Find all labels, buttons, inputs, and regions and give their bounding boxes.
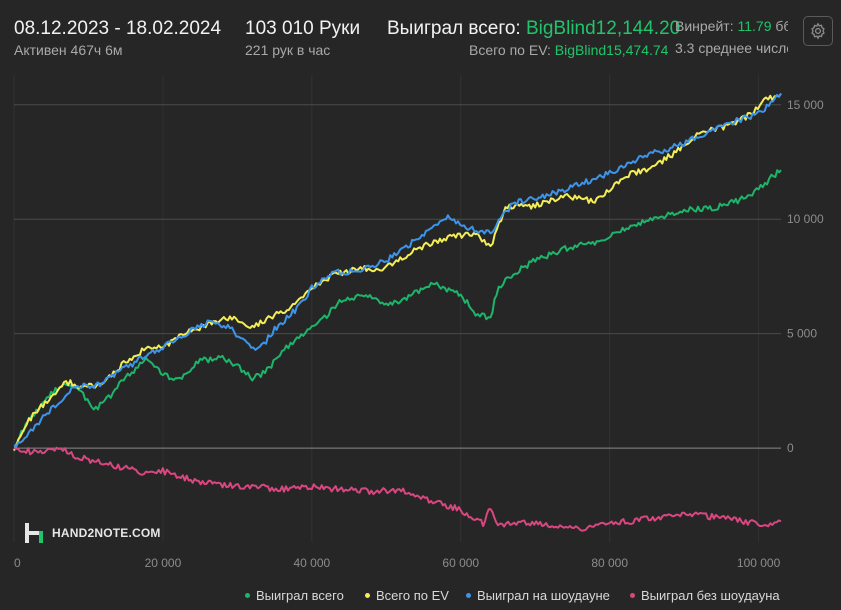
date-range: 08.12.2023 - 18.02.2024 xyxy=(14,18,222,39)
legend-label: Всего по EV xyxy=(376,588,449,603)
legend-label: Выиграл без шоудауна xyxy=(641,588,780,603)
series-line-2 xyxy=(13,92,782,448)
ev-total: Всего по EV: BigBlind15,474.74 xyxy=(469,42,668,58)
series-line-1 xyxy=(13,93,782,451)
legend-dot xyxy=(245,593,250,599)
winrate-label: Винрейт: xyxy=(675,18,734,34)
active-time: Активен 467ч 6м xyxy=(14,42,123,58)
x-tick-label: 100 000 xyxy=(737,556,781,570)
x-tick-label: 80 000 xyxy=(591,556,628,570)
x-tick-label: 20 000 xyxy=(145,556,182,570)
hands-per-hour: 221 рук в час xyxy=(245,42,331,58)
legend-dot xyxy=(466,593,471,599)
y-tick-label: 0 xyxy=(787,441,794,455)
h2n-logo-icon xyxy=(25,523,43,543)
won-total-value: BigBlind12,144.20 xyxy=(525,18,681,39)
legend-item-ev-total[interactable]: Всего по EV xyxy=(365,588,449,603)
y-tick-label: 15 000 xyxy=(787,98,824,112)
legend-item-showdown[interactable]: Выиграл на шоудауне xyxy=(466,588,610,603)
y-tick-label: 10 000 xyxy=(787,212,824,226)
hands-count: 103 010 Руки xyxy=(245,18,361,39)
won-total-label: Выиграл всего: xyxy=(387,18,521,39)
winrate-value: 11.79 xyxy=(737,18,772,34)
gear-icon xyxy=(811,22,825,40)
legend-item-won-total[interactable]: Выиграл всего xyxy=(245,588,344,603)
series-line-0 xyxy=(13,169,782,452)
winrate: Винрейт: 11.79 бб xyxy=(675,18,788,34)
won-total: Выиграл всего: BigBlind12,144.20 xyxy=(387,18,680,40)
ev-total-label: Всего по EV: xyxy=(469,42,551,58)
avg-stat: 3.3 среднее число xyxy=(675,40,788,56)
hand2note-logo: HAND2NOTE.COM xyxy=(24,522,161,544)
chart-legend: Выиграл всего Всего по EV Выиграл на шоу… xyxy=(0,588,841,604)
chart-ticks: 0 20 000 40 000 60 000 80 000 100 000 0 5 000 10… xyxy=(14,98,824,570)
winrate-unit: бб xyxy=(775,18,788,34)
x-tick-label: 0 xyxy=(14,556,21,570)
legend-label: Выиграл всего xyxy=(256,588,344,603)
legend-label: Выиграл на шоудауне xyxy=(477,588,610,603)
legend-dot xyxy=(630,593,635,599)
chart-series xyxy=(13,92,782,532)
ev-total-value: BigBlind15,474.74 xyxy=(554,42,669,58)
series-line-3 xyxy=(13,446,782,532)
chart-grid xyxy=(13,75,781,542)
logo-text: HAND2NOTE.COM xyxy=(52,526,161,540)
x-tick-label: 40 000 xyxy=(293,556,330,570)
x-tick-label: 60 000 xyxy=(442,556,479,570)
legend-item-non-showdown[interactable]: Выиграл без шоудауна xyxy=(630,588,780,603)
legend-dot xyxy=(365,593,370,599)
settings-button[interactable] xyxy=(803,16,833,46)
y-tick-label: 5 000 xyxy=(787,327,817,341)
